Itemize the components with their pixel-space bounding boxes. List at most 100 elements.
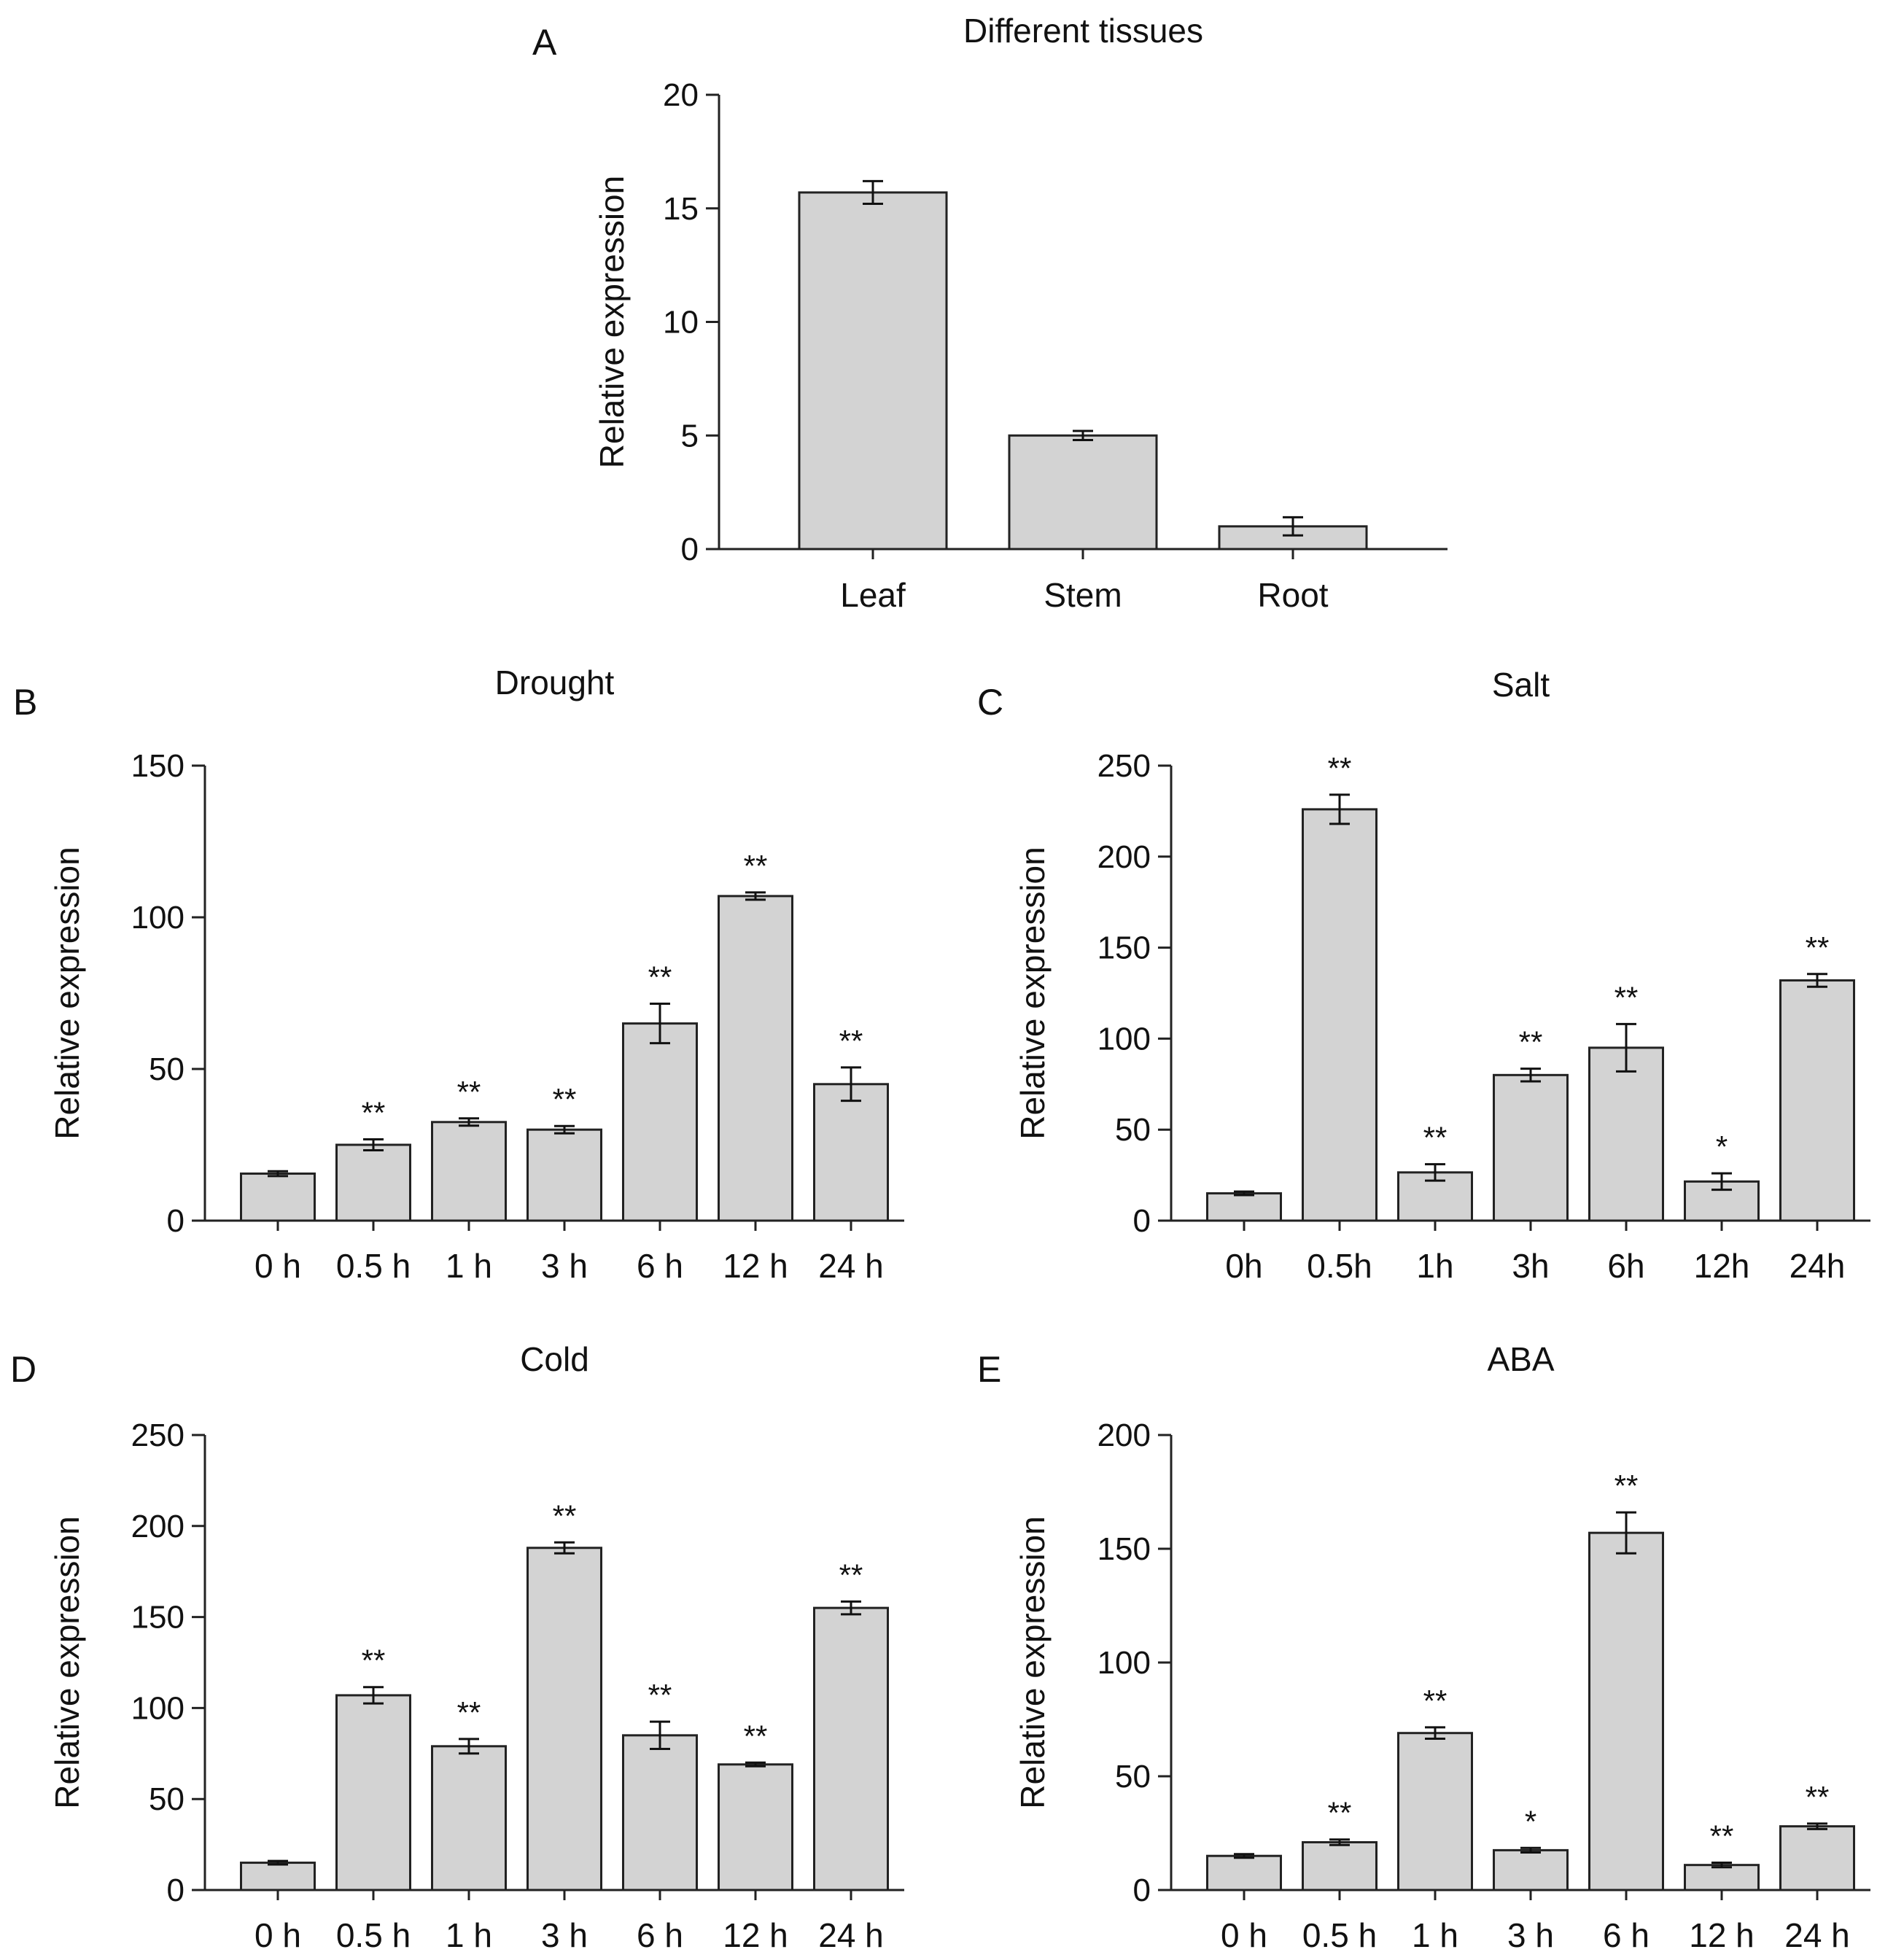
x-tick-label: 24h: [1790, 1247, 1846, 1285]
x-tick-label: 3 h: [541, 1247, 588, 1285]
bar: [431, 1121, 507, 1222]
chart-title: Cold: [520, 1340, 589, 1378]
x-tick-label: Root: [1257, 576, 1328, 614]
x-tick-label: 6 h: [637, 1916, 683, 1952]
significance-label: **: [744, 849, 768, 883]
chart-panel-a: A Different tissues Relative expression 0 5 1…: [532, 12, 1448, 614]
significance-label: **: [1519, 1025, 1543, 1059]
significance-label: **: [457, 1695, 481, 1730]
bar: [335, 1143, 411, 1222]
x-tick-label: 3 h: [1507, 1916, 1554, 1952]
significance-label: **: [553, 1498, 577, 1533]
panel-letter: B: [13, 682, 37, 723]
x-tick-label: 0 h: [254, 1916, 301, 1952]
bar: [813, 1606, 889, 1891]
y-tick-label: 150: [1097, 1531, 1151, 1567]
x-tick-label: 1 h: [446, 1916, 492, 1952]
bar: [1493, 1848, 1569, 1891]
significance-label: **: [744, 1719, 768, 1753]
x-tick-label: 12 h: [723, 1916, 788, 1952]
y-tick-label: 100: [131, 900, 184, 936]
bar: [1206, 1854, 1282, 1891]
y-tick-label: 150: [131, 1600, 184, 1636]
y-tick-label: 100: [131, 1690, 184, 1726]
bar: [1779, 1825, 1855, 1891]
y-tick-label: 150: [1097, 930, 1151, 966]
panel-letter: D: [10, 1349, 36, 1390]
significance-label: **: [553, 1082, 577, 1116]
x-tick-label: 12 h: [1689, 1916, 1755, 1952]
bar: [240, 1862, 316, 1891]
chart-title: Drought: [495, 664, 615, 701]
y-axis-label: Relative expression: [48, 847, 86, 1139]
significance-label: **: [1423, 1684, 1448, 1718]
y-tick-label: 0: [1133, 1873, 1151, 1908]
x-tick-label: 0.5 h: [1302, 1916, 1377, 1952]
x-tick-label: 0h: [1225, 1247, 1262, 1285]
significance-label: **: [1806, 930, 1830, 965]
significance-label: **: [362, 1644, 386, 1678]
x-tick-label: 0.5 h: [336, 1916, 411, 1952]
chart-title: ABA: [1487, 1340, 1554, 1378]
y-tick-label: 250: [131, 1418, 184, 1453]
bar: [431, 1745, 507, 1891]
y-tick-label: 50: [1115, 1759, 1151, 1794]
bar: [240, 1173, 316, 1222]
y-axis-label: Relative expression: [48, 1516, 86, 1808]
x-tick-label: 0.5 h: [336, 1247, 411, 1285]
significance-label: **: [648, 960, 672, 995]
x-tick-label: 6h: [1607, 1247, 1644, 1285]
panel-letter: A: [532, 22, 557, 63]
x-tick-label: 24 h: [818, 1916, 884, 1952]
y-tick-label: 100: [1097, 1645, 1151, 1681]
significance-label: **: [1328, 751, 1352, 785]
y-tick-label: 10: [663, 305, 699, 341]
x-tick-label: 3h: [1512, 1247, 1549, 1285]
bar: [718, 1763, 793, 1891]
bar: [335, 1694, 411, 1891]
x-tick-label: 12h: [1694, 1247, 1750, 1285]
chart-panel-c: C Salt Relative expression 0 50 100 150 200 250 0…: [977, 666, 1870, 1285]
bar: [622, 1022, 698, 1222]
y-tick-label: 0: [167, 1873, 184, 1908]
y-tick-label: 200: [1097, 839, 1151, 875]
x-tick-label: 12 h: [723, 1247, 788, 1285]
x-tick-label: 24 h: [818, 1247, 884, 1285]
significance-label: **: [1328, 1796, 1352, 1830]
bar: [1302, 1840, 1378, 1891]
bar: [798, 191, 948, 551]
y-tick-label: 100: [1097, 1021, 1151, 1057]
y-tick-label: 50: [1115, 1112, 1151, 1148]
y-tick-label: 50: [149, 1051, 184, 1087]
x-tick-label: 3 h: [541, 1916, 588, 1952]
bar: [526, 1547, 602, 1891]
x-tick-label: 1 h: [1412, 1916, 1458, 1952]
x-tick-label: 0 h: [1221, 1916, 1267, 1952]
bar: [1588, 1531, 1664, 1891]
y-tick-label: 15: [663, 191, 699, 227]
significance-label: **: [648, 1678, 672, 1712]
x-tick-label: 0 h: [254, 1247, 301, 1285]
bar: [1493, 1073, 1569, 1222]
significance-label: **: [457, 1075, 481, 1109]
panel-letter: C: [977, 682, 1003, 723]
significance-label: **: [839, 1558, 863, 1592]
y-axis-label: Relative expression: [1014, 847, 1052, 1139]
chart-panel-d: D Cold Relative expression 0 50 100 150 200 250 0…: [10, 1340, 904, 1952]
chart-title: Salt: [1492, 666, 1550, 704]
chart-panel-b: B Drought Relative expression 0 50 100 150 0 h *…: [13, 664, 904, 1285]
y-axis-label: Relative expression: [1014, 1516, 1052, 1808]
bar: [622, 1734, 698, 1891]
y-tick-label: 0: [167, 1203, 184, 1239]
significance-label: **: [362, 1096, 386, 1130]
y-tick-label: 150: [131, 748, 184, 784]
significance-label: **: [1423, 1121, 1448, 1155]
bar: [1397, 1732, 1473, 1891]
significance-label: **: [1614, 980, 1639, 1014]
y-tick-label: 5: [681, 418, 699, 454]
y-axis-label: Relative expression: [593, 176, 631, 468]
y-tick-label: 250: [1097, 748, 1151, 784]
y-tick-label: 0: [681, 532, 699, 567]
significance-label: **: [839, 1024, 863, 1058]
